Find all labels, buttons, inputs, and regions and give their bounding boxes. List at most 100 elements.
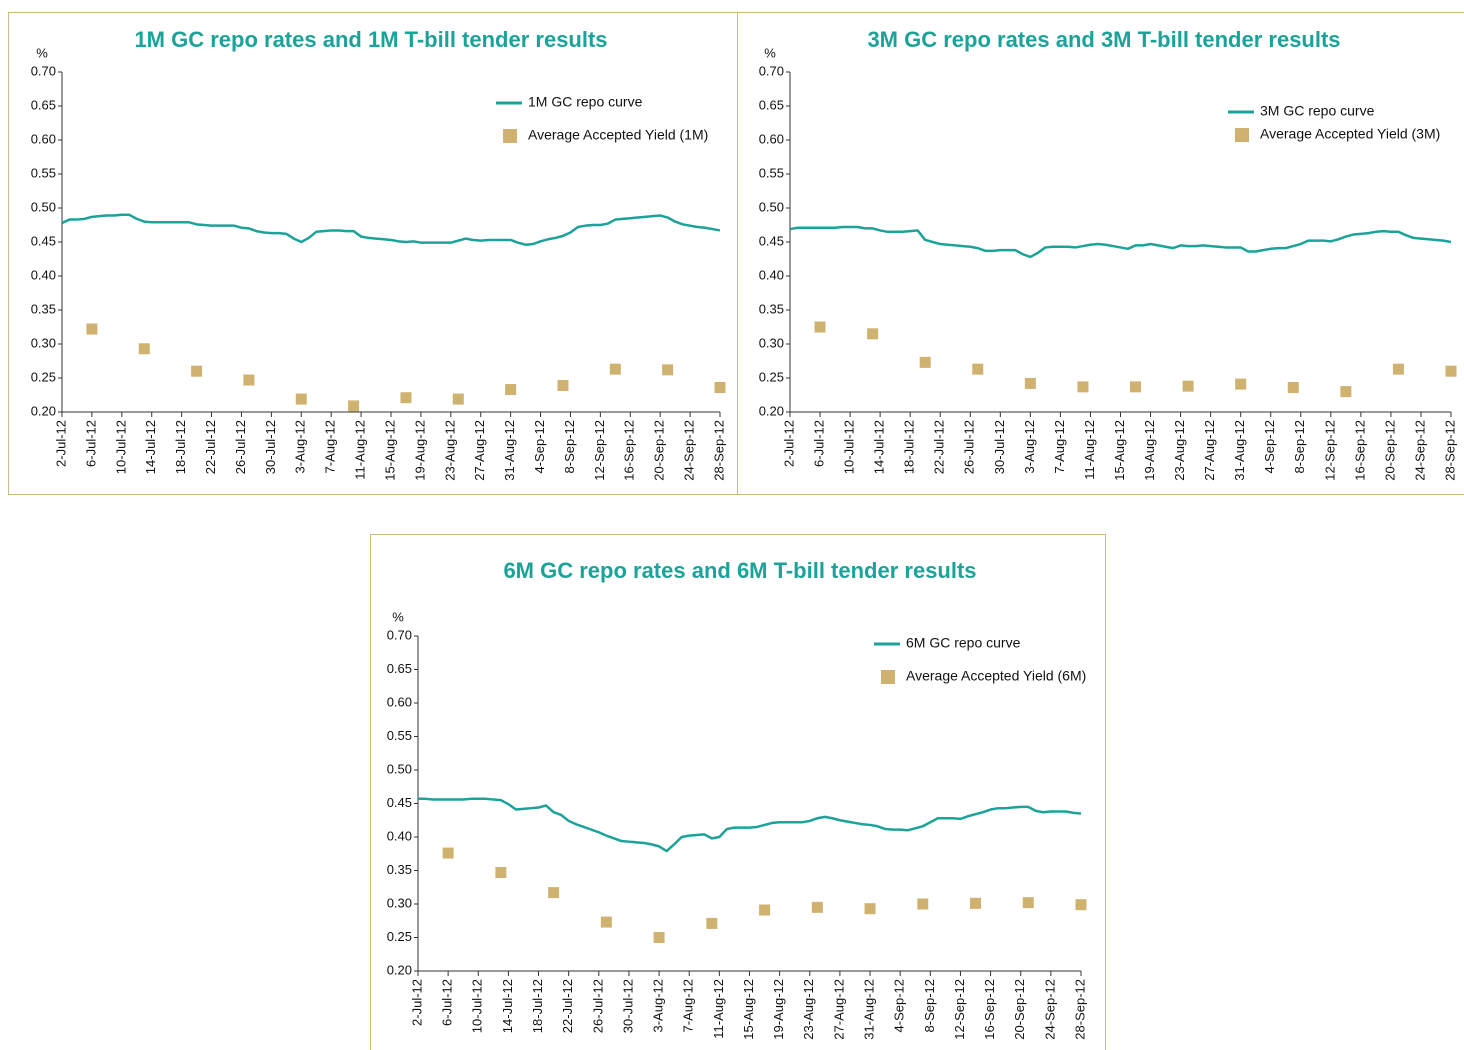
yield-marker [970,897,982,909]
repo-line [418,797,1082,853]
chart-title: 6M GC repo rates and 6M T-bill tender re… [503,558,976,583]
repo-line [61,213,721,246]
x-tick-label: 3-Aug-12 [651,979,666,1032]
x-tick-label: 24-Sep-12 [682,420,697,481]
yield-marker [919,356,931,368]
x-tick-label: 28-Sep-12 [1072,979,1087,1040]
x-tick-label: 7-Aug-12 [323,420,338,473]
yield-marker [138,343,150,355]
x-tick-label: 8-Sep-12 [562,420,577,473]
yield-marker [1445,365,1457,377]
x-tick-label: 16-Sep-12 [1352,420,1367,481]
x-tick-label: 22-Jul-12 [932,420,947,474]
yield-marker [495,867,507,879]
y-tick-label: 0.30 [387,895,412,910]
x-tick-label: 30-Jul-12 [263,420,278,474]
yield-marker [400,392,412,404]
x-tick-label: 16-Sep-12 [982,979,997,1040]
x-tick-label: 7-Aug-12 [681,979,696,1032]
x-tick-label: 8-Sep-12 [922,979,937,1032]
x-tick-label: 26-Jul-12 [233,420,248,474]
yield-marker [1287,382,1299,394]
y-unit: % [36,45,48,60]
x-tick-label: 20-Sep-12 [652,420,667,481]
legend-marker [503,129,517,143]
chart-title: 3M GC repo rates and 3M T-bill tender re… [867,27,1340,52]
x-tick-label: 4-Sep-12 [892,979,907,1032]
x-tick-label: 27-Aug-12 [1202,420,1217,481]
y-tick-label: 0.60 [31,131,56,146]
y-tick-label: 0.20 [759,403,784,418]
y-tick-label: 0.40 [759,267,784,282]
yield-marker [1024,377,1036,389]
x-tick-label: 2-Jul-12 [53,420,68,467]
x-tick-label: 24-Sep-12 [1042,979,1057,1040]
repo-line [789,225,1452,259]
y-tick-label: 0.70 [759,63,784,78]
x-tick-label: 14-Jul-12 [872,420,887,474]
x-tick-label: 10-Jul-12 [842,420,857,474]
x-tick-label: 16-Sep-12 [622,420,637,481]
y-tick-label: 0.65 [31,97,56,112]
yield-marker [1077,381,1089,393]
y-unit: % [764,45,776,60]
yield-marker [1182,380,1194,392]
yield-marker [1022,897,1034,909]
panel-frame [737,12,1464,495]
y-tick-label: 0.50 [759,199,784,214]
y-tick-label: 0.50 [387,761,412,776]
legend-label: 1M GC repo curve [528,94,643,110]
x-tick-label: 26-Jul-12 [590,979,605,1033]
yield-marker [442,847,454,859]
yield-marker [452,393,464,405]
x-tick-label: 6-Jul-12 [811,420,826,467]
legend-label: Average Accepted Yield (6M) [906,668,1086,684]
y-unit: % [392,609,404,624]
y-tick-label: 0.25 [759,369,784,384]
x-tick-label: 18-Jul-12 [902,420,917,474]
y-tick-label: 0.60 [759,131,784,146]
y-tick-label: 0.65 [759,97,784,112]
legend-label: Average Accepted Yield (1M) [528,127,708,143]
yield-marker [609,363,621,375]
yield-marker [243,374,255,386]
yield-marker [867,328,879,340]
x-tick-label: 3-Aug-12 [1022,420,1037,473]
legend-marker [881,670,895,684]
x-tick-label: 22-Jul-12 [203,420,218,474]
yield-marker [557,379,569,391]
x-tick-label: 31-Aug-12 [861,979,876,1040]
yield-marker [759,904,771,916]
x-tick-label: 3-Aug-12 [293,420,308,473]
y-tick-label: 0.45 [387,795,412,810]
y-tick-label: 0.45 [759,233,784,248]
x-tick-label: 4-Sep-12 [1262,420,1277,473]
x-tick-label: 23-Aug-12 [1172,420,1187,481]
y-tick-label: 0.55 [31,165,56,180]
x-tick-label: 30-Jul-12 [620,979,635,1033]
yield-marker [191,365,203,377]
x-tick-label: 6-Jul-12 [440,979,455,1026]
legend-marker [1235,128,1249,142]
x-tick-label: 23-Aug-12 [801,979,816,1040]
y-tick-label: 0.45 [31,233,56,248]
x-tick-label: 26-Jul-12 [962,420,977,474]
x-tick-label: 12-Sep-12 [1322,420,1337,481]
yield-marker [600,916,612,928]
y-tick-label: 0.70 [31,63,56,78]
yield-marker [86,323,98,335]
yield-marker [505,384,517,396]
yield-marker [972,363,984,375]
x-tick-label: 31-Aug-12 [502,420,517,481]
legend-label: 6M GC repo curve [906,635,1021,651]
x-tick-label: 19-Aug-12 [412,420,427,481]
yield-marker [653,932,665,943]
yield-marker [1340,386,1352,398]
y-tick-label: 0.55 [387,728,412,743]
x-tick-label: 28-Sep-12 [711,420,726,481]
x-tick-label: 20-Sep-12 [1382,420,1397,481]
y-tick-label: 0.55 [759,165,784,180]
x-tick-label: 14-Jul-12 [143,420,158,474]
x-tick-label: 15-Aug-12 [741,979,756,1040]
